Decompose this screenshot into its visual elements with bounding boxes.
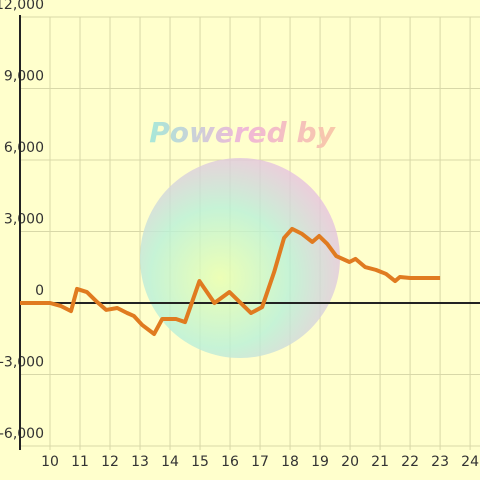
x-tick-label: 12 — [101, 454, 119, 470]
y-tick-label: 0 — [35, 283, 44, 299]
y-tick-label: -3,000 — [0, 355, 44, 371]
x-tick-label: 20 — [341, 454, 359, 470]
x-tick-label: 15 — [191, 454, 209, 470]
data-line — [20, 226, 441, 336]
y-tick-label: 6,000 — [4, 140, 44, 156]
x-tick-label: 17 — [251, 454, 269, 470]
watermark: Powered by — [149, 116, 336, 149]
y-tick-label: 12,000 — [0, 0, 44, 13]
x-tick-label: 11 — [71, 454, 89, 470]
x-tick-label: 23 — [431, 454, 449, 470]
x-tick-label: 22 — [401, 454, 419, 470]
x-tick-label: 18 — [281, 454, 299, 470]
x-tick-label: 19 — [311, 454, 329, 470]
x-tick-label: 24 — [461, 454, 479, 470]
x-tick-label: 21 — [371, 454, 389, 470]
watermark-logo — [140, 158, 340, 358]
x-tick-label: 16 — [221, 454, 239, 470]
y-tick-label: 3,000 — [4, 212, 44, 228]
x-tick-label: 10 — [41, 454, 59, 470]
x-tick-label: 14 — [161, 454, 179, 470]
x-tick-label: 13 — [131, 454, 149, 470]
y-tick-label: -6,000 — [0, 426, 44, 442]
y-tick-label: 9,000 — [4, 69, 44, 85]
